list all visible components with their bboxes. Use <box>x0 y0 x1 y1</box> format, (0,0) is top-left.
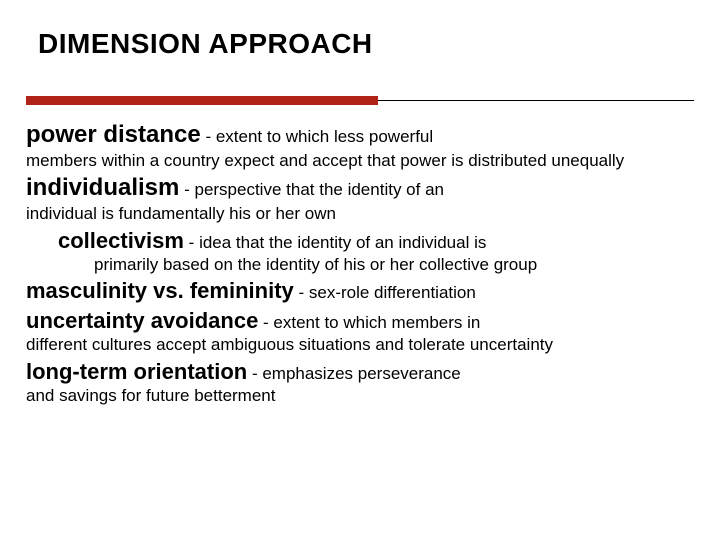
def-rest: individual is fundamentally his or her o… <box>26 203 694 224</box>
rule-thick <box>26 96 378 105</box>
slide-title: DIMENSION APPROACH <box>38 28 694 60</box>
entry-power-distance: power distance - extent to which less po… <box>26 120 694 171</box>
term: masculinity vs. femininity <box>26 278 294 303</box>
entry-collectivism: collectivism - idea that the identity of… <box>26 227 694 276</box>
content-area: power distance - extent to which less po… <box>26 120 694 406</box>
def-rest: primarily based on the identity of his o… <box>94 254 694 275</box>
entry-long-term-orientation: long-term orientation - emphasizes perse… <box>26 358 694 407</box>
term: uncertainty avoidance <box>26 308 258 333</box>
title-rule <box>26 96 694 106</box>
term: individualism <box>26 174 179 201</box>
def-rest: different cultures accept ambiguous situ… <box>26 334 694 355</box>
def-first: - extent to which members in <box>258 313 480 332</box>
entry-individualism: individualism - perspective that the ide… <box>26 173 694 224</box>
def-first: - emphasizes perseverance <box>247 364 461 383</box>
term-line: collectivism - idea that the identity of… <box>58 227 694 255</box>
entry-uncertainty-avoidance: uncertainty avoidance - extent to which … <box>26 307 694 356</box>
entry-masculinity-femininity: masculinity vs. femininity - sex-role di… <box>26 277 694 305</box>
term: power distance <box>26 121 201 148</box>
def-first: - sex-role differentiation <box>294 283 476 302</box>
def-rest: members within a country expect and acce… <box>26 150 694 171</box>
def-first: - perspective that the identity of an <box>179 180 444 199</box>
term: collectivism <box>58 228 184 253</box>
term: long-term orientation <box>26 359 247 384</box>
def-rest: and savings for future betterment <box>26 385 694 406</box>
def-first: - idea that the identity of an individua… <box>184 233 486 252</box>
def-first: - extent to which less powerful <box>201 127 433 146</box>
